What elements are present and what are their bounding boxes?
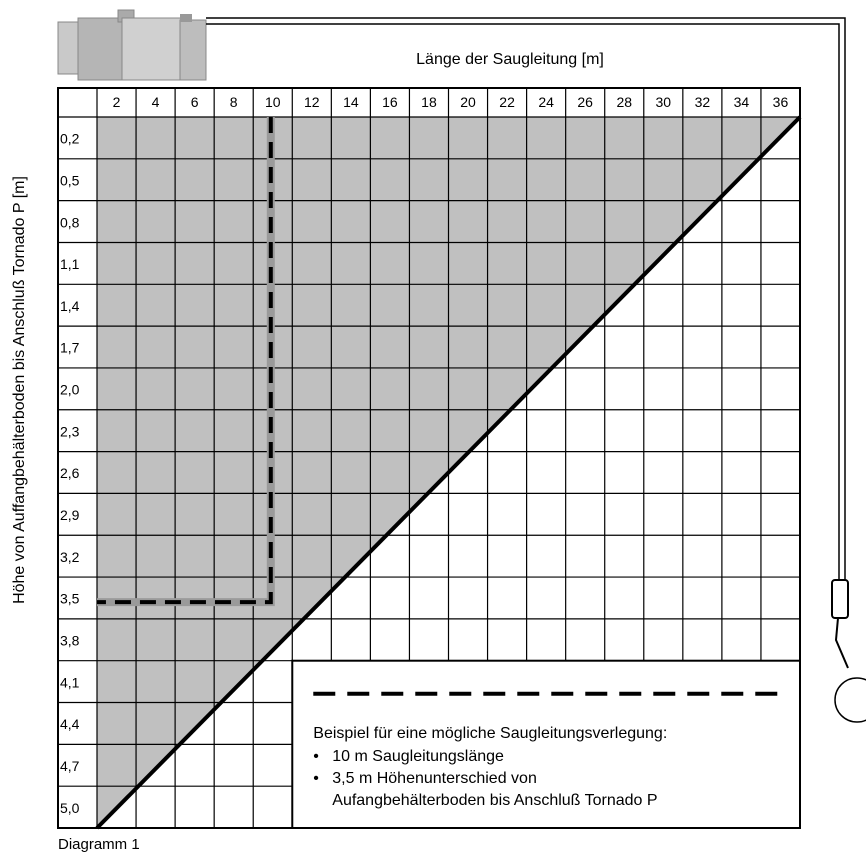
row-header: 3,8 xyxy=(60,632,80,648)
legend-item: Aufangbehälterboden bis Anschluß Tornado… xyxy=(332,792,657,809)
row-header: 5,0 xyxy=(60,800,80,816)
row-header: 3,2 xyxy=(60,549,80,565)
legend-item: 3,5 m Höhenunterschied von xyxy=(332,770,537,787)
row-header: 0,5 xyxy=(60,172,80,188)
column-header: 26 xyxy=(577,94,593,110)
row-header: 2,6 xyxy=(60,465,80,481)
bullet: • xyxy=(313,748,319,765)
legend-heading: Beispiel für eine mögliche Saugleitungsv… xyxy=(313,725,667,742)
column-header: 12 xyxy=(304,94,320,110)
limit-line xyxy=(95,115,802,830)
column-header: 6 xyxy=(191,94,199,110)
column-header: 20 xyxy=(460,94,476,110)
grid: 2 4 6 8 10 12 14 16 18 20 22 24 26 28 30 32 34 360,20,50,… xyxy=(57,87,802,830)
column-header: 8 xyxy=(230,94,238,110)
row-header: 0,2 xyxy=(60,131,80,147)
legend-box xyxy=(291,659,801,829)
column-header: 10 xyxy=(265,94,281,110)
column-header: 34 xyxy=(734,94,750,110)
column-header: 30 xyxy=(656,94,672,110)
filter xyxy=(831,579,849,619)
example-path xyxy=(97,117,273,605)
row-header: 3,5 xyxy=(60,591,80,607)
row-header: 4,1 xyxy=(60,674,80,690)
row-header: 2,0 xyxy=(60,382,80,398)
column-header: 2 xyxy=(113,94,121,110)
row-header: 1,1 xyxy=(60,256,80,272)
row-header: 2,3 xyxy=(60,423,80,439)
bullet: • xyxy=(313,770,319,787)
column-header: 14 xyxy=(343,94,359,110)
hose-inner xyxy=(206,23,840,580)
column-header: 18 xyxy=(421,94,437,110)
row-header: 2,9 xyxy=(60,507,80,523)
column-header: 24 xyxy=(538,94,554,110)
legend-item: 10 m Saugleitungslänge xyxy=(332,748,504,765)
row-header: 4,7 xyxy=(60,758,80,774)
row-header: 4,4 xyxy=(60,716,80,732)
x-title: Länge der Saugleitung [m] xyxy=(416,51,604,68)
caption: Diagramm 1 xyxy=(58,836,140,853)
hose-outer xyxy=(206,17,846,580)
column-header: 4 xyxy=(152,94,160,110)
motor-image xyxy=(57,9,207,81)
column-header: 28 xyxy=(616,94,632,110)
column-header: 22 xyxy=(499,94,515,110)
hose-end xyxy=(834,617,849,669)
column-header: 16 xyxy=(382,94,398,110)
strainer xyxy=(834,677,866,723)
row-header: 1,7 xyxy=(60,340,80,356)
row-header: 0,8 xyxy=(60,214,80,230)
column-header: 32 xyxy=(695,94,711,110)
y-title: Höhe von Auffangbehälterboden bis Anschl… xyxy=(11,176,28,604)
row-header: 1,4 xyxy=(60,298,80,314)
column-header: 36 xyxy=(773,94,789,110)
